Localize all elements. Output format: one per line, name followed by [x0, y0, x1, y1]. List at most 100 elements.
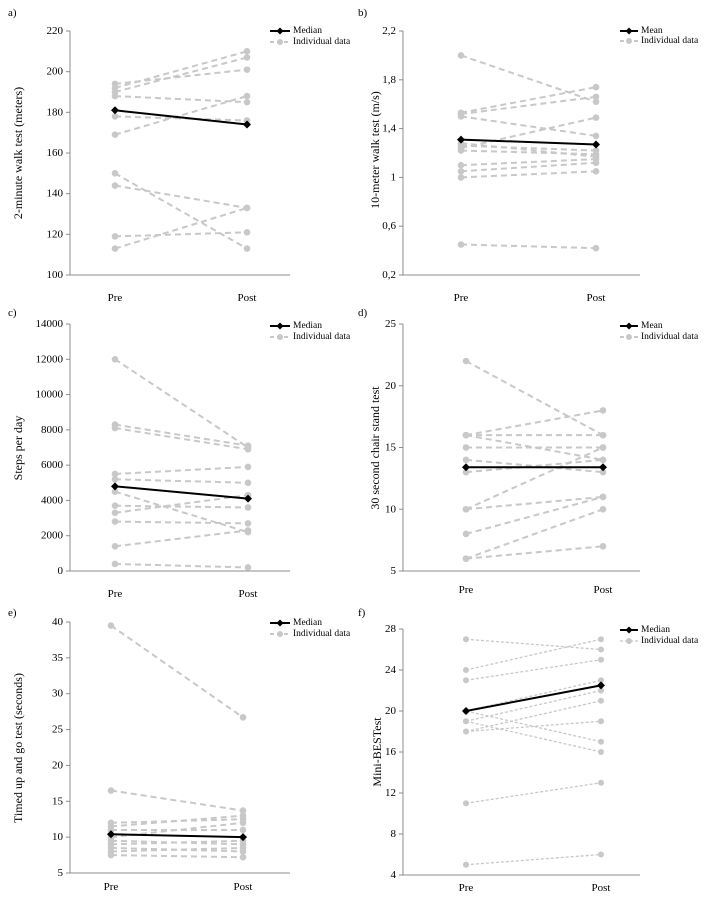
individual-line — [110, 839, 244, 846]
y-tick-label: 20 — [52, 759, 64, 771]
y-tick-label: 15 — [52, 795, 64, 807]
individual-line — [460, 86, 597, 114]
legend-summary-label: Median — [293, 321, 322, 331]
panel-label: e) — [8, 607, 17, 619]
x-category-label-post: Post — [587, 292, 606, 304]
y-tick-label: 25 — [385, 318, 397, 330]
y-axis-title: Timed up and go test (seconds) — [11, 673, 25, 823]
individual-point-post — [599, 456, 607, 464]
individual-point-post — [598, 749, 604, 755]
y-tick-label: 2,2 — [382, 25, 396, 37]
individual-point-post — [598, 656, 604, 663]
individual-point-pre — [462, 444, 470, 451]
summary-line — [460, 138, 597, 146]
legend-individual-label: Individual data — [293, 332, 351, 342]
individual-line — [465, 545, 604, 560]
individual-point-pre — [111, 170, 119, 177]
individual-point-post — [592, 98, 600, 106]
summary-point-post — [244, 494, 252, 503]
individual-line — [460, 158, 597, 167]
y-axis-title: 2-minute walk test (meters) — [11, 87, 25, 219]
individual-point-post — [239, 844, 247, 852]
individual-point-post — [592, 244, 600, 252]
y-tick-label: 14000 — [36, 318, 64, 330]
legend-summary-marker — [625, 322, 633, 330]
individual-line — [114, 562, 249, 569]
panel-e: e) Timed up and go test (seconds) 5 10 15 20 2… — [8, 607, 351, 893]
individual-point-post — [598, 779, 604, 786]
individual-line — [460, 115, 597, 137]
individual-point-post — [598, 851, 604, 858]
legend-individual-marker — [277, 631, 283, 637]
individual-point-post — [599, 431, 607, 439]
individual-point-post — [598, 738, 604, 745]
individual-point-post — [592, 93, 600, 101]
individual-line — [114, 184, 248, 209]
individual-point-post — [592, 168, 600, 175]
y-tick-label: 10 — [385, 503, 397, 515]
individual-line — [114, 50, 248, 89]
individual-point-post — [598, 646, 604, 653]
individual-line — [114, 206, 248, 250]
y-tick-label: 180 — [47, 106, 64, 118]
y-tick-label: 25 — [52, 724, 64, 736]
summary-point-pre — [107, 830, 115, 839]
y-tick-label: 28 — [385, 623, 397, 635]
legend-summary-label: Mean — [641, 26, 663, 36]
panel-label: d) — [358, 307, 368, 319]
x-category-label-post: Post — [592, 882, 611, 894]
individual-point-pre — [457, 174, 465, 181]
individual-line — [465, 782, 602, 804]
individual-line — [465, 700, 602, 733]
individual-point-pre — [457, 52, 465, 59]
legend-summary-label: Median — [641, 625, 670, 635]
y-tick-label: 1,4 — [382, 123, 396, 135]
y-tick-label: 12 — [385, 787, 396, 799]
individual-line — [460, 161, 597, 173]
individual-point-post — [243, 48, 251, 55]
individual-line — [110, 624, 244, 719]
individual-line — [114, 504, 249, 509]
individual-line — [460, 144, 597, 152]
legend-summary-marker — [276, 322, 284, 330]
individual-line — [460, 243, 597, 250]
individual-point-post — [598, 636, 604, 643]
individual-point-pre — [457, 113, 465, 120]
y-tick-label: 16 — [385, 746, 397, 758]
individual-line — [114, 231, 248, 238]
individual-point-pre — [107, 851, 115, 859]
individual-line — [465, 360, 604, 437]
y-tick-label: 5 — [58, 867, 64, 879]
individual-line — [114, 172, 248, 250]
individual-point-pre — [107, 826, 115, 834]
individual-point-pre — [111, 182, 119, 189]
y-tick-label: 15 — [385, 442, 397, 454]
summary-line — [114, 109, 248, 126]
y-tick-label: 24 — [385, 664, 397, 676]
summary-point-post — [243, 120, 251, 129]
legend-individual-label: Individual data — [293, 629, 351, 639]
individual-line — [460, 95, 597, 115]
legend-individual-marker — [626, 638, 632, 644]
individual-line — [465, 434, 604, 461]
y-tick-label: 6000 — [41, 459, 64, 471]
individual-point-post — [592, 114, 600, 121]
y-axis-title: Mini-BESTest — [370, 717, 384, 787]
y-tick-label: 5 — [391, 565, 397, 577]
individual-line — [110, 846, 244, 853]
y-axis-title: 10-meter walk test (m/s) — [368, 91, 382, 209]
individual-point-post — [239, 819, 247, 827]
individual-line — [110, 818, 244, 824]
individual-point-post — [598, 718, 604, 725]
panel-label: b) — [358, 7, 368, 19]
individual-line — [465, 409, 604, 437]
individual-point-pre — [111, 470, 119, 478]
y-tick-label: 30 — [52, 688, 64, 700]
individual-point-post — [243, 117, 251, 124]
y-tick-label: 140 — [47, 188, 64, 200]
panel-d: d) 30 second chair stand test 5 10 15 20 25 Pre… — [358, 307, 699, 596]
individual-point-pre — [463, 800, 469, 807]
